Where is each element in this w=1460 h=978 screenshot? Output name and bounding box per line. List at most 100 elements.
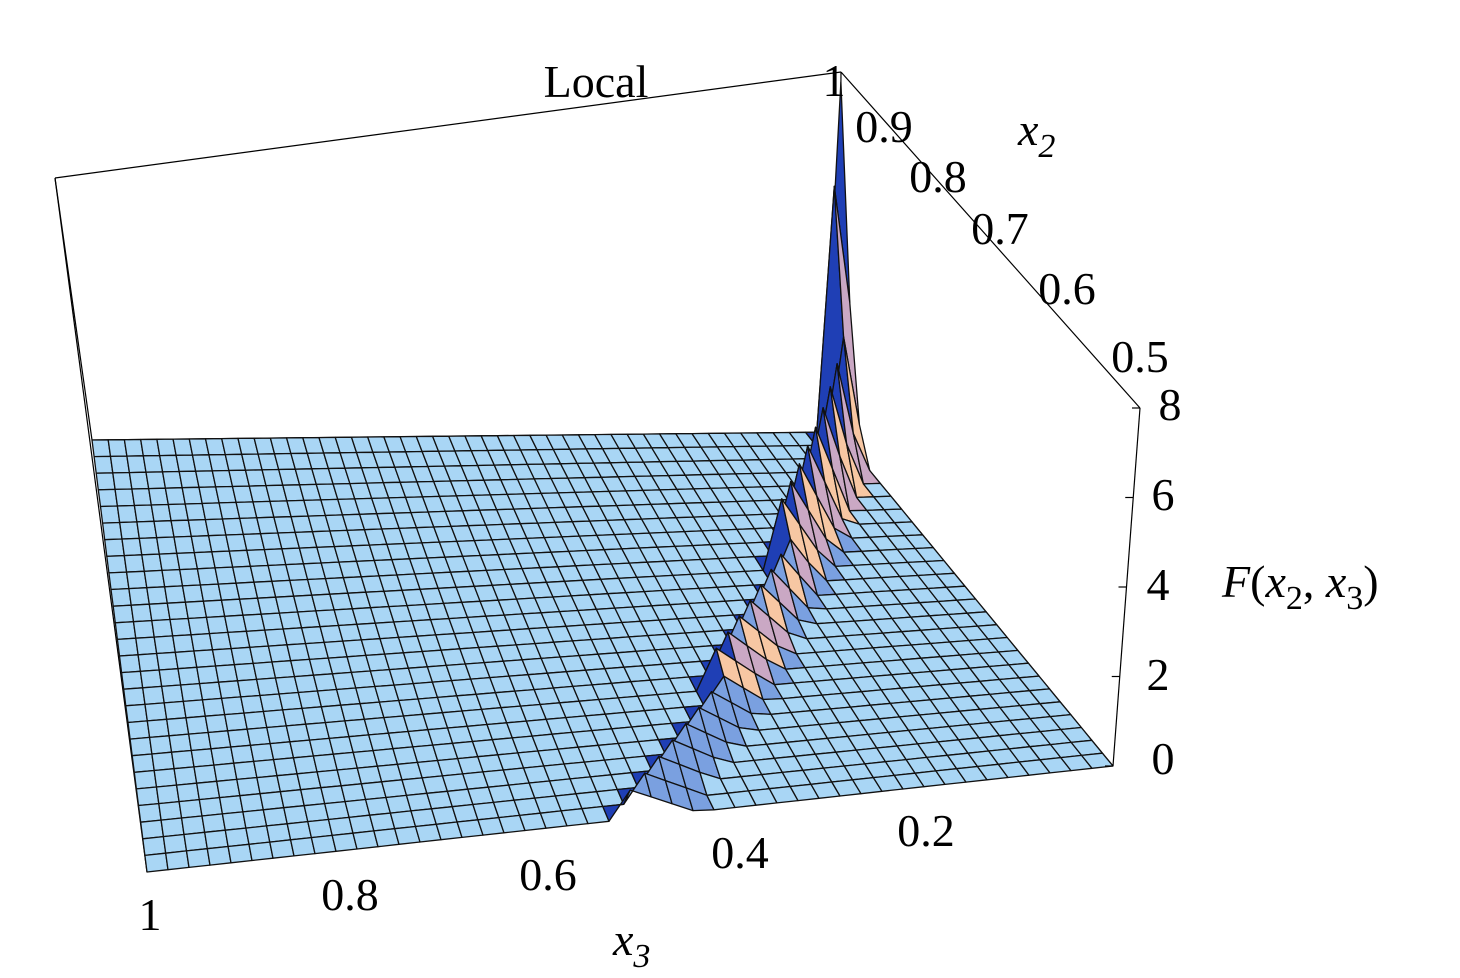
surface-cell <box>196 665 220 685</box>
surface-cell <box>128 587 150 606</box>
surface-cell <box>123 687 146 707</box>
surface-cell <box>148 602 171 622</box>
surface-cell <box>188 731 212 752</box>
surface-cell <box>140 819 165 840</box>
surface-cell <box>158 668 182 688</box>
surface-cell <box>185 848 211 869</box>
x3-tick-label: 1 <box>139 889 162 940</box>
surface-cell <box>164 585 187 604</box>
surface-cell <box>110 587 132 607</box>
surface-cell <box>206 845 232 866</box>
surface-cell <box>233 760 258 781</box>
surface-cell <box>101 521 123 541</box>
x2-axis-label-main: x <box>1017 104 1039 155</box>
surface-cell <box>114 488 136 507</box>
surface-cell <box>198 681 223 701</box>
surface-cell <box>230 744 255 764</box>
x2-tick-label: 0.5 <box>1111 331 1169 382</box>
surface-cell <box>148 735 173 755</box>
surface-cell <box>143 569 166 589</box>
surface-cell <box>218 795 244 815</box>
surface-cell <box>93 455 114 474</box>
surface-cell <box>174 650 198 670</box>
z-tick-label: 0 <box>1152 733 1175 784</box>
surface-cell <box>165 850 190 871</box>
surface-cell <box>146 586 168 605</box>
surface-cell <box>224 827 250 848</box>
surface-cell <box>121 537 143 557</box>
z-axis-label: F(x2, x3) <box>1221 556 1379 617</box>
surface-cell <box>131 487 152 507</box>
surface-cell <box>125 570 148 590</box>
x2-axis-label-sub: 2 <box>1038 128 1055 165</box>
z-tick-label: 8 <box>1159 379 1182 430</box>
surface-cell <box>153 768 178 788</box>
surface-cell <box>129 736 153 757</box>
surface-cell <box>224 712 248 732</box>
surface-cell <box>158 800 183 821</box>
surface-cell <box>172 634 195 653</box>
x2-axis-label: x2 <box>1017 104 1055 165</box>
x3-tick-label: 0.6 <box>519 849 577 900</box>
surface-cell <box>144 852 169 873</box>
surface-cell <box>119 521 140 540</box>
chart-title: Local <box>544 56 649 107</box>
surface-cell <box>245 825 271 845</box>
surface-cell <box>123 554 145 573</box>
x2-tick-label: 0.8 <box>909 151 967 202</box>
surface-cell <box>166 717 190 737</box>
surface-cell <box>137 652 160 672</box>
surface-cell <box>193 764 218 784</box>
surface-cell <box>185 715 209 735</box>
surface-cell <box>107 439 128 458</box>
surface-cell <box>262 807 288 827</box>
surface-cell <box>160 817 185 838</box>
surface-cell <box>132 619 155 639</box>
surface-cell <box>180 682 204 703</box>
surface-cell <box>173 766 198 786</box>
surface-cell <box>133 769 158 790</box>
x3-axis-label-main: x <box>612 914 634 965</box>
surface-cell <box>142 685 165 706</box>
surface-cell <box>196 780 221 801</box>
surface-cell <box>131 753 155 773</box>
surface-cell <box>139 669 163 689</box>
surface-cell <box>170 749 195 770</box>
surface-cell <box>99 505 121 524</box>
x2-tick-label: 0.7 <box>971 203 1029 254</box>
surface-cell <box>207 730 232 750</box>
surface-cell <box>112 604 135 624</box>
surface-cell <box>216 778 241 799</box>
surface-cell <box>256 775 282 795</box>
surface-cell <box>135 786 160 807</box>
surface-cell <box>153 635 176 655</box>
surface-cell <box>163 700 187 720</box>
surface-cell <box>136 520 158 540</box>
x3-tick-label: 0.2 <box>897 805 955 856</box>
surface-cell <box>120 670 144 690</box>
surface-cell <box>239 793 264 813</box>
surface-cell <box>204 829 229 850</box>
surface-cell <box>151 618 174 638</box>
surface-cell <box>204 713 229 734</box>
surface-cell <box>146 718 170 739</box>
surface-cell <box>265 823 292 843</box>
surface-cell <box>106 554 128 574</box>
surface-cell <box>133 504 155 523</box>
surface-cell <box>190 632 214 652</box>
surface-cell <box>227 728 252 748</box>
surface-cell <box>213 762 238 782</box>
surface-cell <box>180 815 206 836</box>
surface-cell <box>135 636 158 656</box>
surface-cell <box>242 809 268 829</box>
surface-cell <box>201 813 226 833</box>
surface-cell <box>178 798 203 819</box>
x2-tick-label: 0.6 <box>1038 263 1096 314</box>
surface-cell <box>210 746 235 766</box>
surface-cell <box>177 666 201 686</box>
surface-cell <box>168 733 192 753</box>
x3-tick-label: 0.8 <box>321 869 379 920</box>
surface-cell <box>151 751 175 772</box>
surface-cell <box>220 696 245 716</box>
surface-mesh <box>91 81 1114 873</box>
